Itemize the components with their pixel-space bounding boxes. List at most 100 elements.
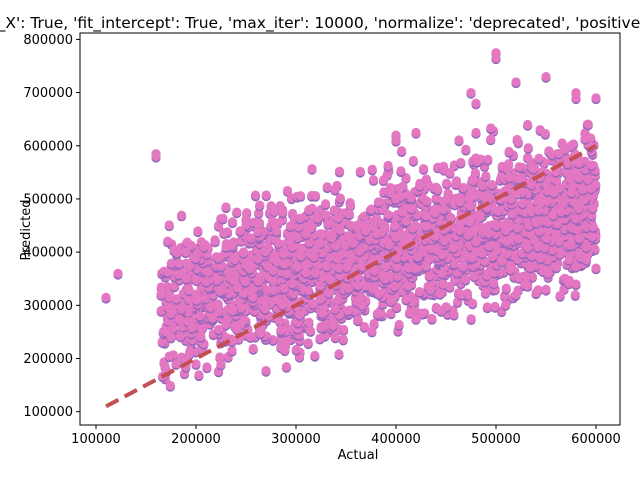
data-point — [285, 221, 296, 231]
data-point — [372, 309, 382, 319]
data-point — [282, 268, 292, 279]
data-point — [564, 255, 574, 265]
data-point — [580, 133, 590, 144]
data-point — [164, 351, 174, 361]
data-point — [552, 219, 562, 229]
data-point — [219, 228, 229, 238]
data-point — [227, 305, 237, 316]
data-point — [338, 334, 348, 344]
data-point — [191, 275, 202, 285]
data-point — [483, 154, 493, 165]
scatter-points — [101, 48, 601, 392]
data-point — [521, 272, 532, 282]
data-point — [213, 253, 224, 263]
data-point — [227, 217, 238, 227]
data-point — [194, 370, 204, 380]
data-point — [465, 216, 475, 227]
data-point — [378, 175, 389, 185]
data-point — [507, 209, 517, 219]
data-point — [464, 194, 474, 204]
data-point — [168, 323, 178, 333]
data-point — [391, 232, 401, 242]
data-point — [304, 317, 314, 327]
data-point — [390, 221, 400, 231]
data-point — [164, 292, 175, 302]
data-point — [279, 283, 290, 293]
data-point — [396, 166, 406, 176]
data-point — [383, 160, 393, 171]
data-point — [461, 144, 471, 154]
data-point — [281, 362, 292, 372]
data-point — [470, 168, 481, 178]
data-point — [344, 209, 355, 219]
data-point — [214, 324, 224, 334]
data-point — [523, 242, 533, 253]
data-point — [380, 262, 391, 272]
data-point — [163, 236, 173, 246]
data-point — [269, 285, 279, 295]
data-point — [279, 249, 289, 259]
data-point — [356, 254, 367, 265]
data-point — [250, 190, 261, 200]
data-point — [555, 249, 565, 259]
data-point — [438, 204, 448, 215]
data-point — [253, 254, 263, 264]
data-point — [574, 173, 584, 183]
data-point — [458, 182, 469, 193]
data-point — [555, 290, 565, 301]
data-point — [230, 254, 240, 264]
data-point — [273, 238, 283, 248]
data-point — [403, 281, 413, 291]
data-point — [438, 196, 449, 206]
data-point — [468, 175, 478, 186]
data-point — [353, 315, 363, 325]
data-point — [180, 247, 191, 257]
data-point — [587, 232, 597, 242]
data-point — [341, 262, 352, 273]
data-point — [386, 296, 396, 306]
data-point — [463, 230, 473, 240]
data-point — [308, 299, 318, 309]
data-point — [246, 233, 256, 243]
data-point — [481, 171, 491, 181]
data-point — [295, 191, 306, 201]
data-point — [241, 220, 251, 230]
data-point — [255, 200, 265, 210]
data-point — [184, 294, 194, 304]
data-point — [497, 256, 507, 266]
data-point — [303, 338, 313, 348]
data-point — [293, 232, 303, 243]
data-point — [366, 204, 376, 214]
data-point — [455, 219, 465, 229]
data-point — [408, 155, 418, 166]
data-point — [345, 200, 356, 210]
data-point — [332, 254, 343, 264]
data-point — [310, 350, 320, 361]
data-point — [383, 209, 393, 220]
data-point — [303, 285, 314, 296]
data-point — [181, 273, 191, 284]
data-point — [295, 310, 305, 320]
data-point — [542, 255, 553, 265]
data-point — [196, 324, 207, 334]
data-point — [534, 153, 544, 163]
chart-title: {'copy_X': True, 'fit_intercept': True, … — [0, 14, 640, 33]
data-point — [334, 263, 344, 273]
data-point — [334, 349, 344, 359]
data-point — [385, 187, 396, 198]
data-point — [331, 241, 341, 251]
data-point — [317, 230, 327, 240]
data-point — [583, 119, 593, 129]
data-point — [426, 284, 436, 295]
data-point — [354, 246, 364, 256]
data-point — [208, 313, 218, 323]
data-point — [196, 332, 206, 342]
data-point — [446, 212, 456, 223]
data-point — [566, 174, 576, 185]
data-point — [443, 188, 453, 198]
data-point — [369, 266, 379, 276]
data-point — [325, 275, 335, 285]
data-point — [566, 187, 577, 198]
data-point — [333, 213, 343, 223]
data-point — [310, 268, 320, 278]
